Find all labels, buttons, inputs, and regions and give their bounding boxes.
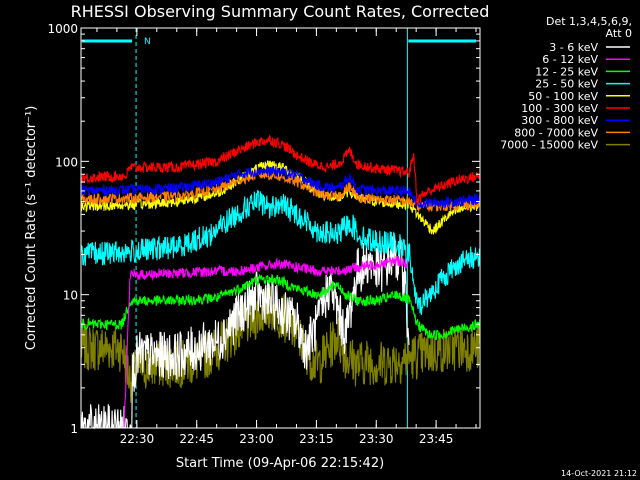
legend-label: 25 - 50 keV	[535, 78, 598, 91]
footer-date: 14-Oct-2021 21:12	[561, 469, 637, 478]
y-tick-label: 1000	[47, 22, 78, 36]
x-tick-label: 22:45	[179, 432, 214, 446]
series-line-5	[80, 134, 481, 206]
series-line-6	[80, 164, 481, 209]
x-axis-label: Start Time (09-Apr-06 22:15:42)	[176, 456, 384, 471]
axes: 1 10 100 1000 22:30 22:45 23:00 23:15 23:30 23:45	[47, 22, 481, 446]
legend-label: 300 - 800 keV	[521, 114, 598, 127]
series-line-2	[80, 273, 481, 341]
legend-header-line-1: Det 1,3,4,5,6,9,	[546, 15, 632, 28]
y-tick-label: 10	[63, 289, 78, 303]
legend-label: 50 - 100 keV	[528, 90, 598, 103]
series-line-3	[80, 190, 481, 316]
plot-frame	[80, 27, 481, 429]
series-line-7	[80, 169, 481, 212]
legend-label: 12 - 25 keV	[535, 65, 598, 78]
flag-label: N	[144, 37, 151, 47]
x-tick-label: 22:30	[120, 432, 155, 446]
series-line-1	[123, 255, 410, 428]
x-tick-label: 23:15	[299, 432, 334, 446]
legend-label: 7000 - 15000 keV	[500, 139, 598, 152]
x-tick-label: 23:00	[239, 432, 274, 446]
legend-label: 100 - 300 keV	[521, 102, 598, 115]
x-tick-label: 23:45	[419, 432, 454, 446]
y-tick-label: 1	[70, 422, 78, 436]
legend-label: 6 - 12 keV	[542, 53, 598, 66]
chart-title: RHESSI Observing Summary Count Rates, Co…	[71, 2, 490, 21]
series-line-0	[80, 234, 410, 430]
legend-header-line-2: Att 0	[606, 27, 632, 40]
legend-label: 800 - 7000 keV	[514, 126, 598, 139]
x-tick-label: 23:30	[359, 432, 394, 446]
y-axis-label: Corrected Count Rate (s⁻¹ detector⁻¹)	[24, 106, 39, 351]
y-tick-label: 100	[55, 155, 78, 169]
legend-label: 3 - 6 keV	[549, 41, 598, 54]
series-layer	[80, 134, 481, 430]
